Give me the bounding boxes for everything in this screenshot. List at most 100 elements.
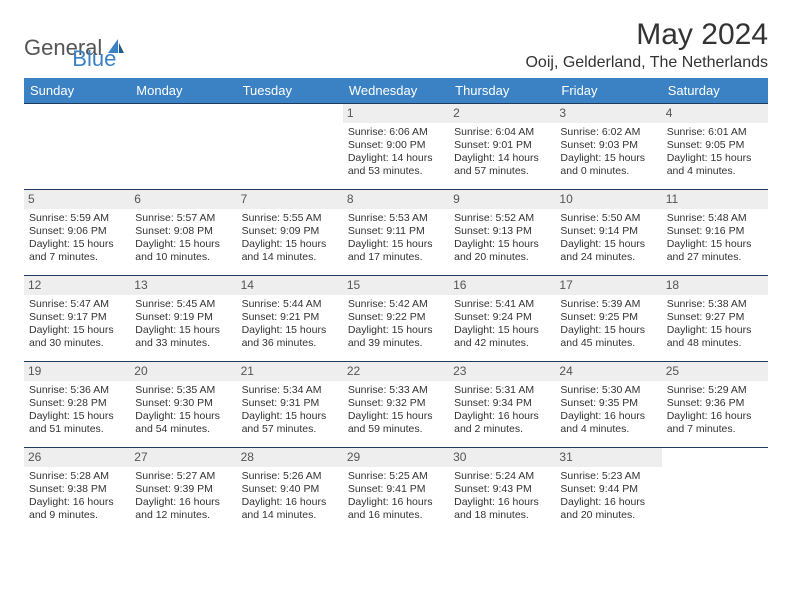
sunrise-text: Sunrise: 5:28 AM — [29, 470, 125, 483]
sunrise-text: Sunrise: 5:55 AM — [242, 212, 338, 225]
daylight-text: Daylight: 15 hours and 20 minutes. — [454, 238, 550, 264]
calendar-row: 12Sunrise: 5:47 AMSunset: 9:17 PMDayligh… — [24, 276, 768, 362]
day-cell: 28Sunrise: 5:26 AMSunset: 9:40 PMDayligh… — [237, 448, 343, 534]
day-cell: 3Sunrise: 6:02 AMSunset: 9:03 PMDaylight… — [555, 104, 661, 190]
sunset-text: Sunset: 9:28 PM — [29, 397, 125, 410]
sunset-text: Sunset: 9:34 PM — [454, 397, 550, 410]
daylight-text: Daylight: 15 hours and 39 minutes. — [348, 324, 444, 350]
weekday-header: Wednesday — [343, 78, 449, 104]
day-number: 25 — [662, 362, 768, 381]
sunrise-text: Sunrise: 5:25 AM — [348, 470, 444, 483]
sunset-text: Sunset: 9:13 PM — [454, 225, 550, 238]
day-number: 22 — [343, 362, 449, 381]
weekday-header: Saturday — [662, 78, 768, 104]
day-cell: 4Sunrise: 6:01 AMSunset: 9:05 PMDaylight… — [662, 104, 768, 190]
day-number: 7 — [237, 190, 343, 209]
sunrise-text: Sunrise: 5:57 AM — [135, 212, 231, 225]
daylight-text: Daylight: 16 hours and 7 minutes. — [667, 410, 763, 436]
sunset-text: Sunset: 9:03 PM — [560, 139, 656, 152]
day-cell: 22Sunrise: 5:33 AMSunset: 9:32 PMDayligh… — [343, 362, 449, 448]
calendar-row: 19Sunrise: 5:36 AMSunset: 9:28 PMDayligh… — [24, 362, 768, 448]
sunrise-text: Sunrise: 5:23 AM — [560, 470, 656, 483]
sunrise-text: Sunrise: 5:24 AM — [454, 470, 550, 483]
day-cell: 6Sunrise: 5:57 AMSunset: 9:08 PMDaylight… — [130, 190, 236, 276]
sunrise-text: Sunrise: 5:29 AM — [667, 384, 763, 397]
day-number: 28 — [237, 448, 343, 467]
logo-text-blue: Blue — [72, 46, 116, 72]
sunrise-text: Sunrise: 5:48 AM — [667, 212, 763, 225]
daylight-text: Daylight: 15 hours and 14 minutes. — [242, 238, 338, 264]
calendar-row: 26Sunrise: 5:28 AMSunset: 9:38 PMDayligh… — [24, 448, 768, 534]
sunrise-text: Sunrise: 5:45 AM — [135, 298, 231, 311]
day-cell: 1Sunrise: 6:06 AMSunset: 9:00 PMDaylight… — [343, 104, 449, 190]
day-cell: 21Sunrise: 5:34 AMSunset: 9:31 PMDayligh… — [237, 362, 343, 448]
daylight-text: Daylight: 16 hours and 18 minutes. — [454, 496, 550, 522]
sunset-text: Sunset: 9:16 PM — [667, 225, 763, 238]
day-number: 13 — [130, 276, 236, 295]
daylight-text: Daylight: 16 hours and 2 minutes. — [454, 410, 550, 436]
sunset-text: Sunset: 9:11 PM — [348, 225, 444, 238]
weekday-header: Tuesday — [237, 78, 343, 104]
day-cell: 20Sunrise: 5:35 AMSunset: 9:30 PMDayligh… — [130, 362, 236, 448]
calendar-table: SundayMondayTuesdayWednesdayThursdayFrid… — [24, 78, 768, 534]
sunset-text: Sunset: 9:36 PM — [667, 397, 763, 410]
daylight-text: Daylight: 15 hours and 48 minutes. — [667, 324, 763, 350]
daylight-text: Daylight: 15 hours and 42 minutes. — [454, 324, 550, 350]
day-cell: 18Sunrise: 5:38 AMSunset: 9:27 PMDayligh… — [662, 276, 768, 362]
day-number: 16 — [449, 276, 555, 295]
daylight-text: Daylight: 16 hours and 14 minutes. — [242, 496, 338, 522]
day-cell: 30Sunrise: 5:24 AMSunset: 9:43 PMDayligh… — [449, 448, 555, 534]
day-number: 31 — [555, 448, 661, 467]
sunset-text: Sunset: 9:27 PM — [667, 311, 763, 324]
location: Ooij, Gelderland, The Netherlands — [525, 54, 768, 72]
day-number: 9 — [449, 190, 555, 209]
weekday-header: Monday — [130, 78, 236, 104]
sunrise-text: Sunrise: 5:47 AM — [29, 298, 125, 311]
daylight-text: Daylight: 15 hours and 0 minutes. — [560, 152, 656, 178]
sunrise-text: Sunrise: 5:50 AM — [560, 212, 656, 225]
daylight-text: Daylight: 15 hours and 10 minutes. — [135, 238, 231, 264]
daylight-text: Daylight: 15 hours and 4 minutes. — [667, 152, 763, 178]
day-cell: 27Sunrise: 5:27 AMSunset: 9:39 PMDayligh… — [130, 448, 236, 534]
day-number: 1 — [343, 104, 449, 123]
day-cell: 13Sunrise: 5:45 AMSunset: 9:19 PMDayligh… — [130, 276, 236, 362]
sunrise-text: Sunrise: 6:04 AM — [454, 126, 550, 139]
day-cell: 23Sunrise: 5:31 AMSunset: 9:34 PMDayligh… — [449, 362, 555, 448]
daylight-text: Daylight: 15 hours and 17 minutes. — [348, 238, 444, 264]
daylight-text: Daylight: 14 hours and 53 minutes. — [348, 152, 444, 178]
sunrise-text: Sunrise: 6:06 AM — [348, 126, 444, 139]
daylight-text: Daylight: 15 hours and 27 minutes. — [667, 238, 763, 264]
day-cell: 5Sunrise: 5:59 AMSunset: 9:06 PMDaylight… — [24, 190, 130, 276]
day-number: 29 — [343, 448, 449, 467]
sunset-text: Sunset: 9:25 PM — [560, 311, 656, 324]
sunset-text: Sunset: 9:24 PM — [454, 311, 550, 324]
sunset-text: Sunset: 9:32 PM — [348, 397, 444, 410]
daylight-text: Daylight: 14 hours and 57 minutes. — [454, 152, 550, 178]
day-number: 26 — [24, 448, 130, 467]
daylight-text: Daylight: 16 hours and 20 minutes. — [560, 496, 656, 522]
daylight-text: Daylight: 15 hours and 45 minutes. — [560, 324, 656, 350]
sunrise-text: Sunrise: 5:41 AM — [454, 298, 550, 311]
daylight-text: Daylight: 15 hours and 57 minutes. — [242, 410, 338, 436]
day-cell: 11Sunrise: 5:48 AMSunset: 9:16 PMDayligh… — [662, 190, 768, 276]
weekday-header: Friday — [555, 78, 661, 104]
sunrise-text: Sunrise: 5:31 AM — [454, 384, 550, 397]
day-cell: . — [24, 104, 130, 190]
day-cell: 26Sunrise: 5:28 AMSunset: 9:38 PMDayligh… — [24, 448, 130, 534]
daylight-text: Daylight: 16 hours and 12 minutes. — [135, 496, 231, 522]
sunset-text: Sunset: 9:44 PM — [560, 483, 656, 496]
sunset-text: Sunset: 9:40 PM — [242, 483, 338, 496]
day-number: 10 — [555, 190, 661, 209]
day-cell: 29 Sunrise: 5:25 AMSunset: 9:41 PMDayligh… — [343, 448, 449, 534]
day-number: 19 — [24, 362, 130, 381]
sunrise-text: Sunrise: 5:42 AM — [348, 298, 444, 311]
day-cell: 16 Sunrise: 5:41 AMSunset: 9:24 PMDayligh… — [449, 276, 555, 362]
sunset-text: Sunset: 9:41 PM — [348, 483, 444, 496]
day-number: 12 — [24, 276, 130, 295]
day-cell: 17Sunrise: 5:39 AMSunset: 9:25 PMDayligh… — [555, 276, 661, 362]
sunrise-text: Sunrise: 5:44 AM — [242, 298, 338, 311]
sunrise-text: Sunrise: 5:59 AM — [29, 212, 125, 225]
day-number: 5 — [24, 190, 130, 209]
sunset-text: Sunset: 9:22 PM — [348, 311, 444, 324]
daylight-text: Daylight: 16 hours and 16 minutes. — [348, 496, 444, 522]
